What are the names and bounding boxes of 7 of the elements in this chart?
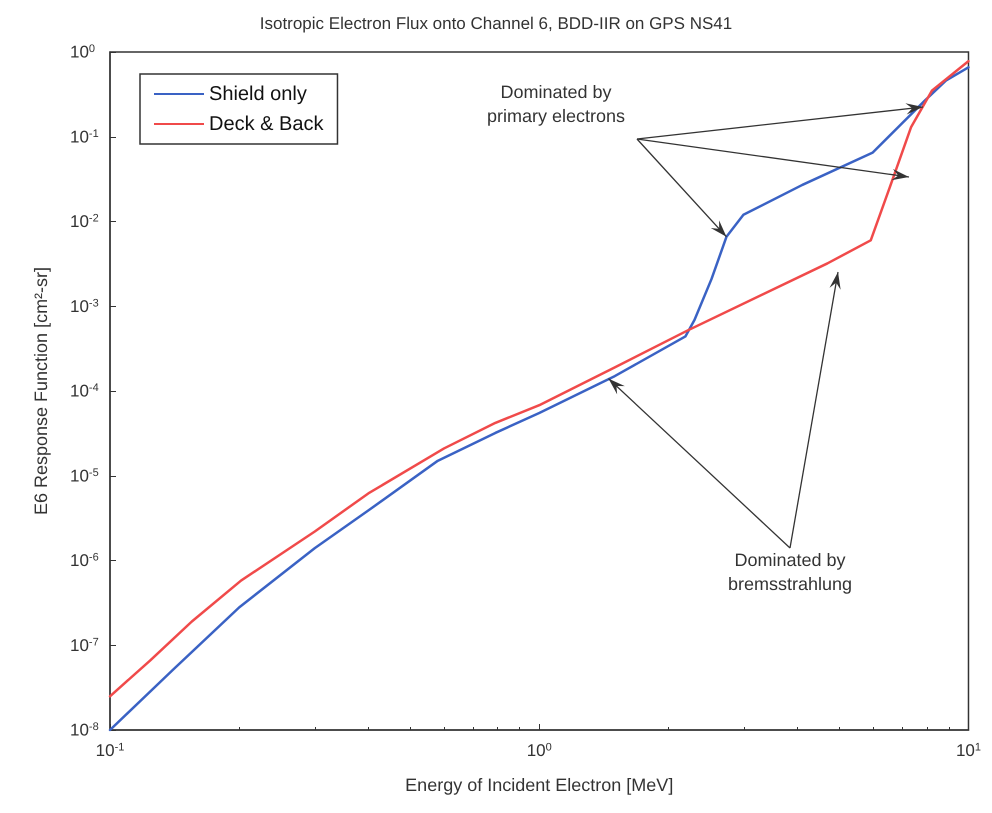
annotation: Dominated by primary electrons [486,82,626,126]
y-axis-title: E6 Response Function [cm²-sr] [31,266,51,516]
chart-title: Isotropic Electron Flux onto Channel 6, BDD-IIR on GPS NS41 [260,14,732,33]
annotation: Dominated by bremsstrahlung [728,550,852,594]
x-axis-title: Energy of Incident Electron [MeV] [405,775,674,795]
legend-label: Deck & Back [209,113,324,135]
legend-label: Shield only [209,83,307,105]
